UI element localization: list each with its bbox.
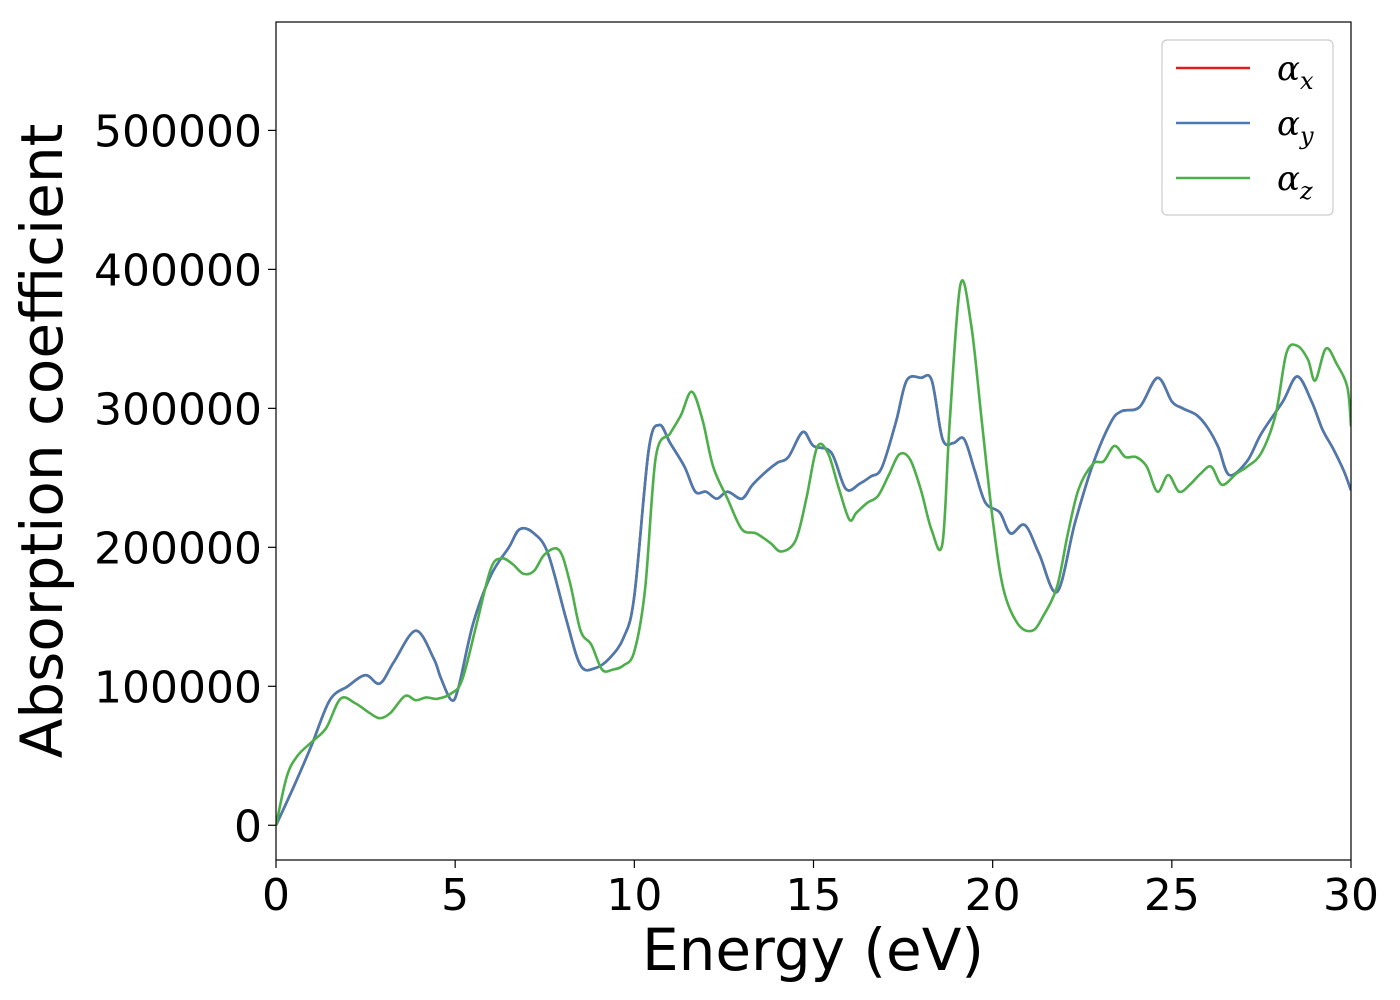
y-tick-label: 300000 [94,384,262,435]
legend-label-subscript: x [1300,67,1314,95]
series-line-y [276,373,1351,826]
x-tick-label: 0 [262,870,290,921]
legend-label-base: α [1277,104,1300,144]
x-axis-title: Energy (eV) [642,916,984,984]
y-tick-label: 0 [234,801,262,852]
y-tick-label: 100000 [94,662,262,713]
legend-label-z: αz [1277,159,1313,205]
legend-label-subscript: z [1299,177,1313,205]
x-tick-label: 30 [1323,870,1379,921]
x-tick-label: 15 [786,870,842,921]
legend-label-x: αx [1277,49,1314,95]
y-tick-label: 400000 [94,245,262,296]
series-layer [276,279,1351,826]
series-line-z [276,279,1351,826]
legend-label-subscript: y [1299,122,1314,150]
x-axis: 0 5 10 15 20 25 30 [262,860,1379,921]
legend-label-base: α [1277,49,1300,89]
x-tick-label: 10 [606,870,662,921]
legend-label-base: α [1277,159,1300,199]
legend-box [1161,39,1334,216]
y-tick-label: 500000 [94,106,262,157]
x-tick-label: 20 [965,870,1021,921]
y-tick-label: 200000 [94,523,262,574]
y-axis: 0 100000 200000 300000 400000 500000 [94,106,276,852]
x-tick-label: 25 [1144,870,1200,921]
y-axis-title: Absorption coefficient [8,124,76,759]
x-tick-label: 5 [441,870,469,921]
legend-label-y: αy [1277,104,1314,150]
